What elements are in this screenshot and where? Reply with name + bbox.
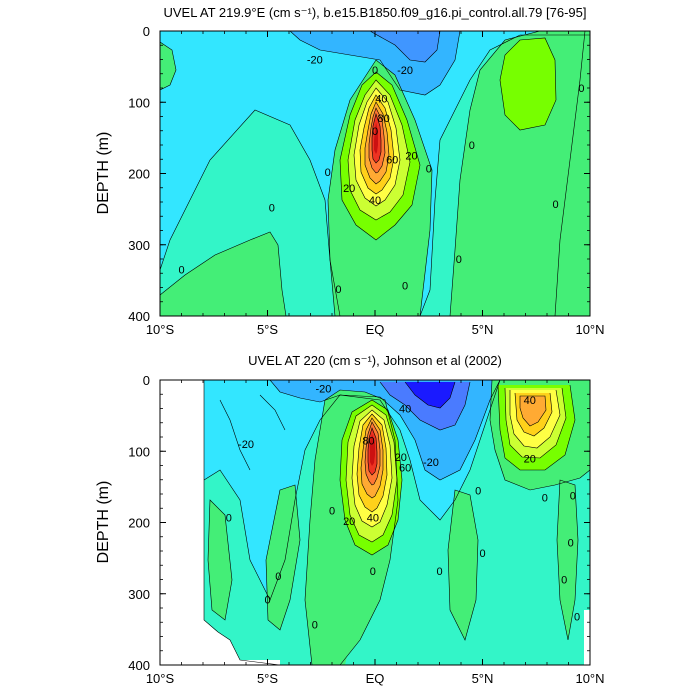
panel-1-y-tick-label: 200: [128, 167, 150, 182]
panel-2-x-axis: 10°S 5°S EQ 5°N 10°N: [146, 380, 605, 686]
panel-2-euc-band-8: [370, 434, 375, 466]
panel-1-contour-label: 0: [325, 167, 331, 179]
panel-1-contour-label: -20: [307, 55, 323, 67]
panel-1-y-axis-title: DEPTH (m): [95, 132, 112, 215]
panel-1-contour-label: 0: [178, 265, 184, 277]
panel-2-contour-label: 0: [264, 594, 270, 606]
panel-2-contour-label: 0: [570, 490, 576, 502]
panel-2-y-tick-label: 400: [128, 658, 150, 673]
panel-2-green-6: [557, 480, 578, 640]
panel-1-y-tick-label: 0: [143, 24, 150, 39]
panel-2-contour-label: 60: [399, 463, 411, 475]
panel-1-x-tick-label: 10°S: [146, 322, 175, 337]
panel-2-contour-label: -20: [238, 439, 254, 451]
panel-2-contour-label: 40: [367, 513, 379, 525]
panel-2-contour-label: 20: [343, 516, 355, 528]
panel-2-y-tick-label: 0: [143, 373, 150, 388]
panel-1: UVEL AT 219.9°E (cm s⁻¹), b.e15.B1850.f0…: [95, 5, 605, 337]
panel-1-contour-label: -20: [397, 65, 413, 77]
panel-2-contour-label: 0: [475, 485, 481, 497]
panel-2-contour-label: 0: [436, 566, 442, 578]
panel-1-x-tick-label: EQ: [366, 322, 385, 337]
panel-1-contour-label: 0: [469, 140, 475, 152]
panel-2-contour-label: 0: [479, 548, 485, 560]
panel-1-y-tick-label: 300: [128, 238, 150, 253]
panel-1-x-axis: 10°S 5°S EQ 5°N 10°N: [146, 31, 605, 337]
panel-2-contour-label: 0: [574, 612, 580, 624]
panel-1-contour-fill: [160, 31, 590, 316]
panel-1-green-sw: [160, 232, 286, 316]
panel-2-contour-label: 0: [312, 619, 318, 631]
panel-2: UVEL AT 220 (cm s⁻¹), Johnson et al (200…: [95, 353, 605, 686]
panel-2-contour-label: 20: [395, 452, 407, 464]
panel-1-green-e2: [500, 38, 556, 130]
panel-2-contour-label: 0: [561, 575, 567, 587]
panel-2-title: UVEL AT 220 (cm s⁻¹), Johnson et al (200…: [248, 353, 502, 368]
panel-1-contour-label: 20: [343, 183, 355, 195]
panel-2-contour-label: -20: [315, 384, 331, 396]
panel-2-x-tick-label: 10°N: [575, 671, 604, 686]
panel-1-y-tick-label: 100: [128, 95, 150, 110]
panel-2-contour-label: 40: [524, 395, 536, 407]
panel-2-green-4: [208, 500, 232, 620]
panel-1-contour-label: 0: [456, 254, 462, 266]
panel-2-x-tick-label: 5°N: [472, 671, 494, 686]
panel-1-euc-band-8: [374, 122, 378, 154]
panel-2-y-axis-title: DEPTH (m): [95, 481, 112, 564]
panel-1-contour-label: 0: [269, 203, 275, 215]
panel-1-contour-label: 0: [553, 199, 559, 211]
panel-2-green-5: [318, 540, 355, 665]
panel-1-contour-label: 60: [386, 154, 398, 166]
panel-2-contour-label: 20: [524, 453, 536, 465]
panel-2-gap: [160, 620, 280, 665]
panel-1-contour-label: 0: [372, 126, 378, 138]
panel-2-contour-label: 0: [568, 537, 574, 549]
panel-1-neg-band-3: [370, 31, 440, 62]
panel-2-east-band-5: [520, 396, 546, 426]
panel-1-contour-label: 0: [426, 164, 432, 176]
panel-2-x-tick-label: 5°S: [257, 671, 278, 686]
panel-1-contour-label: 0: [335, 284, 341, 296]
panel-1-contour-label: 80: [377, 113, 389, 125]
panel-2-contour-label: 40: [399, 404, 411, 416]
panel-2-neg-band-4: [405, 382, 455, 408]
panel-1-title: UVEL AT 219.9°E (cm s⁻¹), b.e15.B1850.f0…: [163, 5, 586, 20]
panel-2-x-tick-label: 10°S: [146, 671, 175, 686]
panel-1-y-tick-label: 400: [128, 309, 150, 324]
panel-2-contour-label: 0: [329, 505, 335, 517]
panel-1-x-tick-label: 5°S: [257, 322, 278, 337]
panel-2-contour-label: 80: [362, 436, 374, 448]
panel-2-y-tick-label: 100: [128, 444, 150, 459]
panel-1-contour-label: 0: [402, 280, 408, 292]
panel-1-x-tick-label: 5°N: [472, 322, 494, 337]
panel-2-y-tick-label: 200: [128, 516, 150, 531]
panel-2-contour-label: 0: [275, 571, 281, 583]
panel-1-contour-label: 0: [578, 83, 584, 95]
panel-2-y-tick-label: 300: [128, 587, 150, 602]
panel-1-contour-label: 0: [372, 65, 378, 77]
panel-2-contour-label: 0: [370, 566, 376, 578]
panel-1-contour-label: 40: [369, 195, 381, 207]
panel-2-contour-fill: [160, 380, 590, 665]
panel-1-contour-label: 20: [405, 151, 417, 163]
panel-2-contour-label: -20: [423, 457, 439, 469]
panel-1-green-w: [160, 42, 176, 90]
panel-2-contour-label: 0: [542, 493, 548, 505]
panel-2-green-2: [448, 490, 478, 640]
panel-1-x-tick-label: 10°N: [575, 322, 604, 337]
panel-2-x-tick-label: EQ: [366, 671, 385, 686]
panel-2-contour-label: 0: [226, 513, 232, 525]
panel-1-contour-label: 40: [375, 94, 387, 106]
